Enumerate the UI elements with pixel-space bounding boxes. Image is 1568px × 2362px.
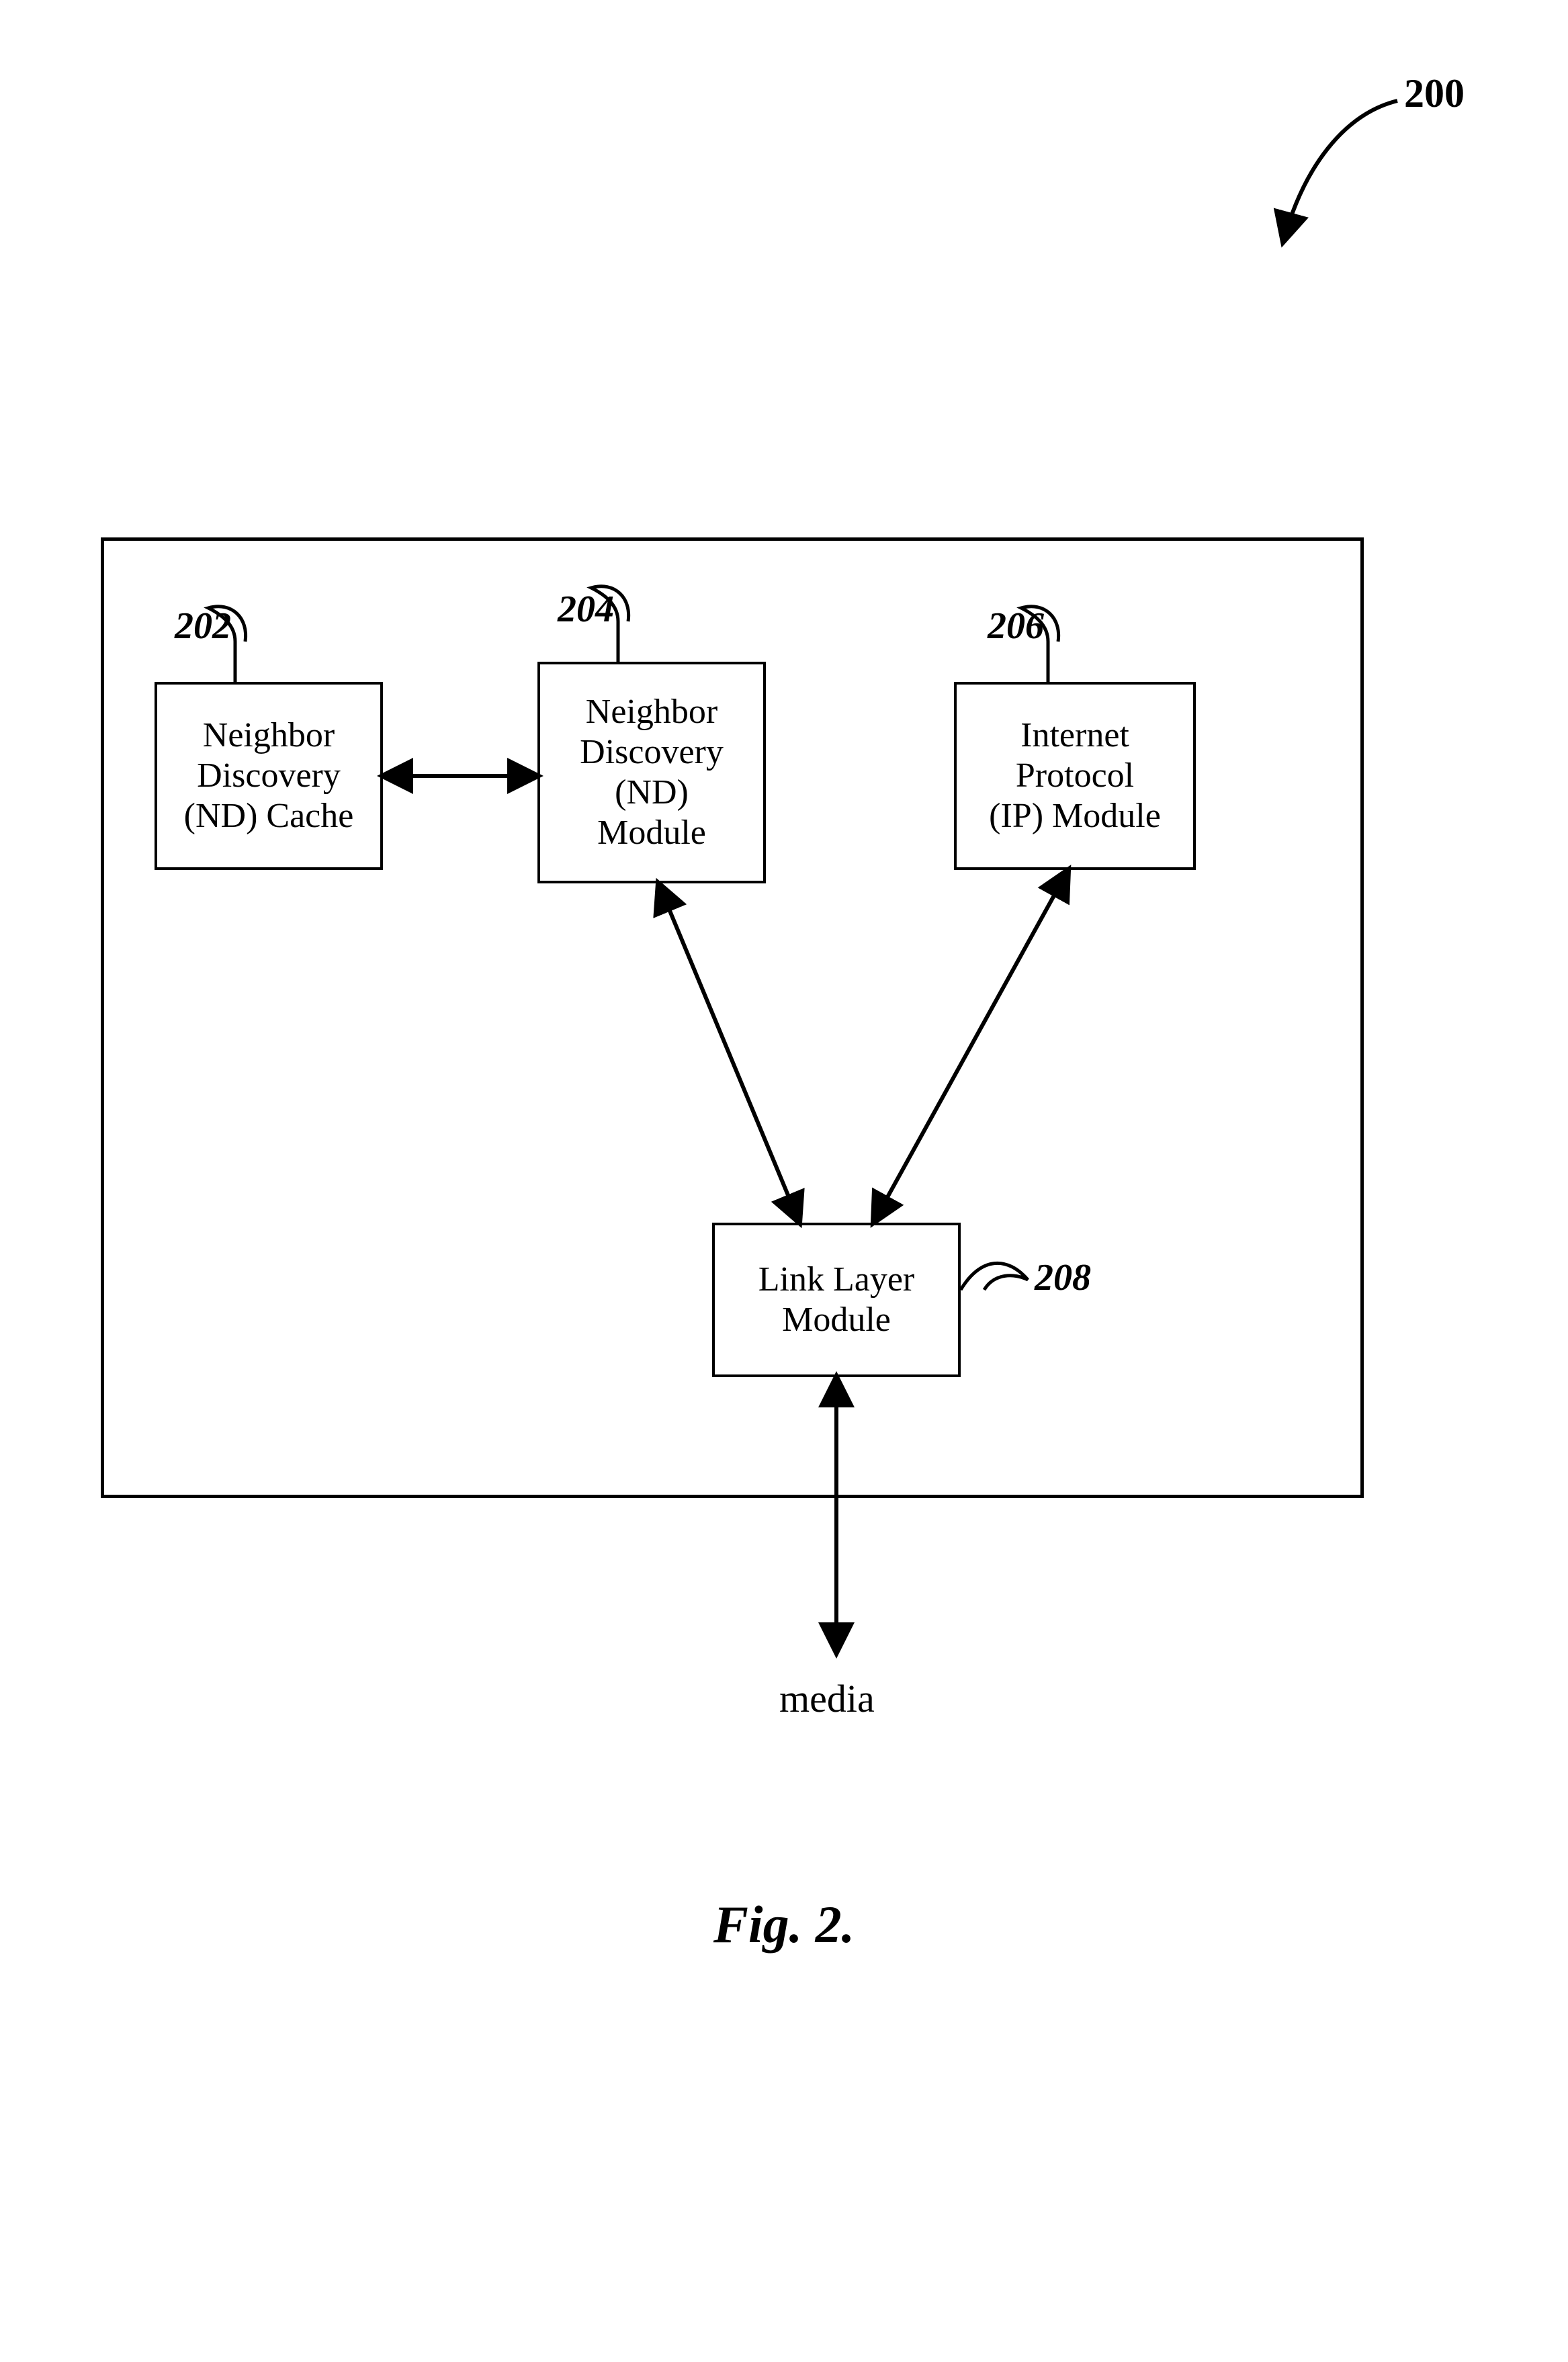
media-label: media (779, 1676, 875, 1721)
nd-module-line4: Module (597, 813, 706, 853)
nd-module-box: Neighbor Discovery (ND) Module (537, 662, 766, 883)
ip-module-line3: (IP) Module (989, 796, 1161, 836)
nd-cache-line2: Discovery (197, 756, 341, 796)
ref-202: 202 (175, 605, 231, 648)
link-layer-line1: Link Layer (758, 1260, 914, 1300)
ref-208: 208 (1035, 1256, 1091, 1299)
ip-module-line2: Protocol (1016, 756, 1134, 796)
nd-cache-box: Neighbor Discovery (ND) Cache (155, 682, 383, 870)
nd-module-line1: Neighbor (586, 692, 717, 732)
nd-module-line2: Discovery (580, 732, 724, 773)
figure-ref-arrow (1283, 101, 1397, 242)
nd-module-line3: (ND) (615, 773, 689, 813)
ip-module-box: Internet Protocol (IP) Module (954, 682, 1196, 870)
figure-ref-200: 200 (1404, 71, 1465, 117)
ref-204: 204 (558, 588, 614, 631)
link-layer-line2: Module (782, 1300, 891, 1340)
figure-caption: Fig. 2. (0, 1894, 1568, 1955)
ip-module-line1: Internet (1020, 715, 1129, 756)
nd-cache-line3: (ND) Cache (184, 796, 354, 836)
figure-page: 200 Neighbor Discovery (ND) Cache Neighb… (0, 0, 1568, 2362)
ref-206: 206 (988, 605, 1044, 648)
link-layer-box: Link Layer Module (712, 1223, 961, 1377)
nd-cache-line1: Neighbor (203, 715, 335, 756)
